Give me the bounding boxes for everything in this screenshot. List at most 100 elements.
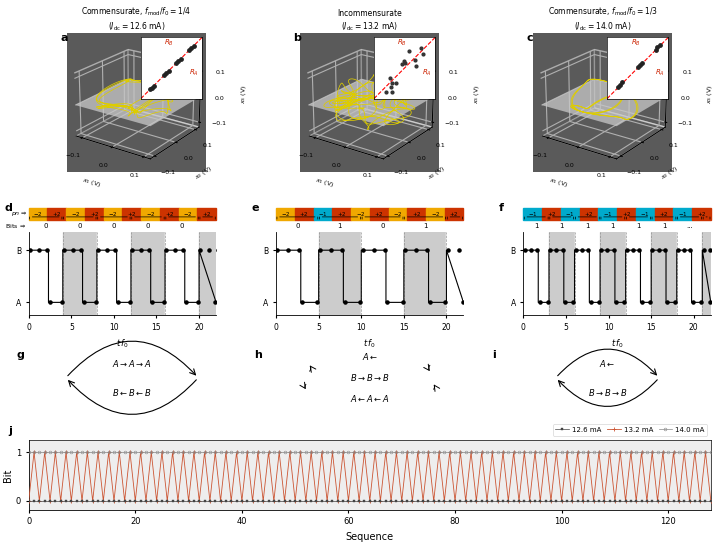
Text: 1: 1: [337, 223, 342, 229]
Text: 0: 0: [381, 223, 385, 229]
Bar: [617, 208, 636, 220]
Text: $pn \Rightarrow$: $pn \Rightarrow$: [11, 209, 27, 218]
Text: $-2$: $-2$: [393, 210, 403, 218]
Title: Incommensurate
($I_{\mathrm{dc}} = 13.2$ mA): Incommensurate ($I_{\mathrm{dc}} = 13.2$…: [337, 9, 402, 33]
Text: f: f: [499, 203, 504, 213]
Point: [704, 298, 716, 307]
Point: [33, 246, 45, 255]
Point: [679, 246, 690, 255]
Text: 1: 1: [559, 223, 564, 229]
Text: $A{\leftarrow}$: $A{\leftarrow}$: [362, 351, 378, 362]
12.6 mA: [381, 497, 390, 504]
Point: [75, 246, 87, 255]
Text: $+2$: $+2$: [412, 210, 421, 218]
14.0 mA: [621, 449, 630, 455]
Text: $-2$: $-2$: [183, 210, 192, 218]
Bar: [276, 232, 319, 315]
Point: [44, 298, 55, 307]
Text: 0: 0: [146, 223, 150, 229]
Bar: [561, 208, 579, 220]
Point: [570, 246, 582, 255]
Text: $+2$: $+2$: [696, 210, 707, 218]
12.6 mA: [707, 497, 715, 504]
Bar: [426, 208, 444, 220]
14.0 mA: [429, 449, 438, 455]
Point: [567, 298, 579, 307]
Bar: [85, 208, 103, 220]
Point: [112, 298, 123, 307]
Text: $+2$: $+2$: [374, 210, 384, 218]
12.6 mA: [24, 497, 33, 504]
Text: $B{\rightarrow}B{\rightarrow}B$: $B{\rightarrow}B{\rightarrow}B$: [350, 372, 389, 383]
Text: $+2$: $+2$: [202, 210, 212, 218]
Y-axis label: $x_2$ (V): $x_2$ (V): [659, 164, 681, 182]
Point: [161, 246, 172, 255]
14.0 mA: [563, 449, 572, 455]
Text: $-2$: $-2$: [108, 210, 118, 218]
Bar: [314, 208, 332, 220]
Text: $B{\rightarrow}B{\rightarrow}B$: $B{\rightarrow}B{\rightarrow}B$: [588, 387, 627, 398]
Point: [467, 298, 478, 307]
Bar: [574, 232, 600, 315]
Bar: [523, 232, 549, 315]
Point: [556, 246, 568, 255]
X-axis label: Sequence: Sequence: [345, 532, 394, 542]
Text: $+2$: $+2$: [584, 210, 594, 218]
Point: [647, 246, 658, 255]
Text: $+2$: $+2$: [622, 210, 631, 218]
Bar: [388, 208, 407, 220]
12.6 mA: [57, 497, 65, 504]
13.2 mA: [62, 449, 70, 455]
Text: g: g: [17, 350, 24, 360]
Text: $-1$: $-1$: [640, 210, 650, 218]
Text: Bits $\Rightarrow$: Bits $\Rightarrow$: [5, 222, 27, 230]
Text: 1: 1: [423, 223, 427, 229]
X-axis label: $t\,f_0$: $t\,f_0$: [116, 337, 129, 350]
Bar: [319, 232, 361, 315]
Text: b: b: [293, 33, 301, 43]
Bar: [29, 208, 47, 220]
Text: 0: 0: [180, 223, 185, 229]
Point: [653, 246, 664, 255]
Point: [312, 298, 323, 307]
Point: [421, 246, 433, 255]
Point: [314, 246, 326, 255]
Bar: [677, 232, 702, 315]
13.2 mA: [707, 497, 715, 504]
Bar: [692, 208, 711, 220]
Point: [659, 246, 671, 255]
Point: [670, 298, 681, 307]
X-axis label: $x_1$ (V): $x_1$ (V): [314, 175, 335, 189]
Bar: [197, 208, 216, 220]
Point: [180, 298, 192, 307]
Point: [531, 246, 543, 255]
Point: [542, 298, 554, 307]
Text: $-2$: $-2$: [431, 210, 440, 218]
Bar: [625, 232, 651, 315]
Y-axis label: $x_2$ (V): $x_2$ (V): [426, 164, 447, 182]
Bar: [66, 208, 85, 220]
Point: [146, 298, 158, 307]
Text: 0: 0: [44, 223, 48, 229]
Text: $B{\leftarrow}B{\leftarrow}B$: $B{\leftarrow}B{\leftarrow}B$: [113, 387, 151, 398]
Title: Commensurate, $f_{\mathrm{mod}}/f_0 = 1/3$
($I_{\mathrm{dc}} = 14.0$ mA): Commensurate, $f_{\mathrm{mod}}/f_0 = 1/…: [548, 6, 658, 33]
Text: 0: 0: [111, 223, 116, 229]
Point: [602, 246, 613, 255]
Point: [158, 298, 169, 307]
X-axis label: $t\,f_0$: $t\,f_0$: [611, 337, 623, 350]
Point: [684, 246, 696, 255]
Text: $-2$: $-2$: [71, 210, 80, 218]
Text: a: a: [60, 33, 67, 43]
Point: [633, 246, 645, 255]
Legend: 12.6 mA, 13.2 mA, 14.0 mA: 12.6 mA, 13.2 mA, 14.0 mA: [553, 424, 707, 435]
Point: [399, 246, 411, 255]
Point: [294, 246, 305, 255]
Point: [593, 298, 605, 307]
14.0 mA: [381, 449, 390, 455]
Point: [585, 298, 597, 307]
Point: [698, 246, 709, 255]
Text: i: i: [492, 350, 495, 360]
Y-axis label: Bit: Bit: [3, 468, 13, 481]
X-axis label: $x_1$ (V): $x_1$ (V): [548, 175, 569, 189]
Point: [210, 298, 221, 307]
